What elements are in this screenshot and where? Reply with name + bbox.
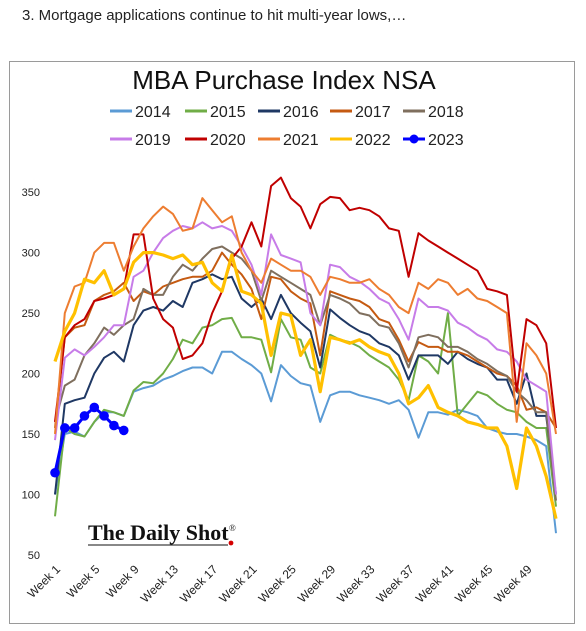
- x-tick-label: Week 29: [295, 562, 338, 605]
- y-axis: 50 100 150 200 250 300 350: [22, 187, 40, 562]
- y-tick-label: 300: [22, 248, 40, 260]
- watermark-logo: The Daily Shot ®: [88, 520, 236, 546]
- watermark-reg: ®: [229, 523, 236, 533]
- legend-item: 2020: [185, 132, 246, 149]
- y-tick-label: 50: [28, 550, 40, 562]
- series-layer: [50, 176, 558, 534]
- point-2023: [89, 402, 100, 413]
- point-2023: [60, 423, 70, 433]
- legend-label: 2016: [283, 104, 319, 121]
- series-line-2021: [54, 197, 557, 435]
- watermark-dot: [228, 540, 234, 546]
- x-tick-label: Week 9: [103, 562, 142, 601]
- x-tick-label: Week 25: [256, 562, 299, 605]
- legend-label: 2022: [355, 132, 391, 149]
- x-tick-label: Week 17: [177, 562, 220, 605]
- legend: 2014 2015 2016 2017 2018 2019 2020 2021 2022 2023: [110, 104, 464, 149]
- legend-item: 2022: [330, 132, 391, 149]
- chart-title: MBA Purchase Index NSA: [132, 65, 436, 95]
- legend-label: 2017: [355, 104, 391, 121]
- y-tick-label: 150: [22, 429, 40, 441]
- series-line-2020: [54, 176, 557, 429]
- point-2023: [99, 411, 109, 421]
- x-tick-label: Week 1: [25, 562, 64, 601]
- chart-frame: [9, 61, 575, 624]
- headline: 3. Mortgage applications continue to hit…: [22, 7, 407, 24]
- series-line-2022: [53, 251, 558, 520]
- x-tick-label: Week 49: [491, 562, 534, 605]
- y-tick-label: 100: [22, 490, 40, 502]
- x-tick-label: Week 33: [334, 562, 377, 605]
- legend-label: 2021: [283, 132, 319, 149]
- legend-item: 2014: [110, 104, 171, 121]
- series-line-2015: [54, 312, 557, 517]
- y-tick-label: 250: [22, 308, 40, 320]
- legend-label: 2018: [428, 104, 464, 121]
- series-line-2019: [54, 221, 557, 495]
- point-2023: [79, 411, 90, 421]
- legend-item: 2015: [185, 104, 246, 121]
- x-tick-label: Week 41: [413, 562, 456, 605]
- watermark-text: The Daily Shot: [88, 520, 229, 545]
- point-2023: [69, 423, 80, 433]
- legend-label: 2020: [210, 132, 246, 149]
- y-tick-label: 350: [22, 187, 40, 199]
- series-line-2014: [54, 350, 557, 534]
- x-tick-label: Week 37: [374, 562, 417, 605]
- legend-label: 2023: [428, 132, 464, 149]
- legend-label: 2014: [135, 104, 171, 121]
- x-tick-label: Week 5: [64, 562, 103, 601]
- x-tick-label: Week 13: [138, 562, 181, 605]
- point-2023: [109, 420, 119, 431]
- legend-item: 2019: [110, 132, 171, 149]
- series-line-2016: [54, 273, 557, 495]
- legend-item: 2023: [403, 132, 464, 149]
- x-tick-label: Week 21: [216, 562, 259, 605]
- legend-label: 2015: [210, 104, 246, 121]
- legend-label: 2019: [135, 132, 171, 149]
- point-2023: [50, 467, 60, 478]
- x-tick-label: Week 45: [452, 562, 495, 605]
- y-tick-label: 200: [22, 369, 40, 381]
- series-line-2017: [54, 251, 557, 429]
- legend-item: 2021: [258, 132, 319, 149]
- point-2023: [118, 425, 129, 436]
- legend-item: 2017: [330, 104, 391, 121]
- legend-marker: [409, 134, 419, 144]
- series-line-2023: [53, 405, 125, 474]
- legend-item: 2016: [258, 104, 319, 121]
- legend-item: 2018: [403, 104, 464, 121]
